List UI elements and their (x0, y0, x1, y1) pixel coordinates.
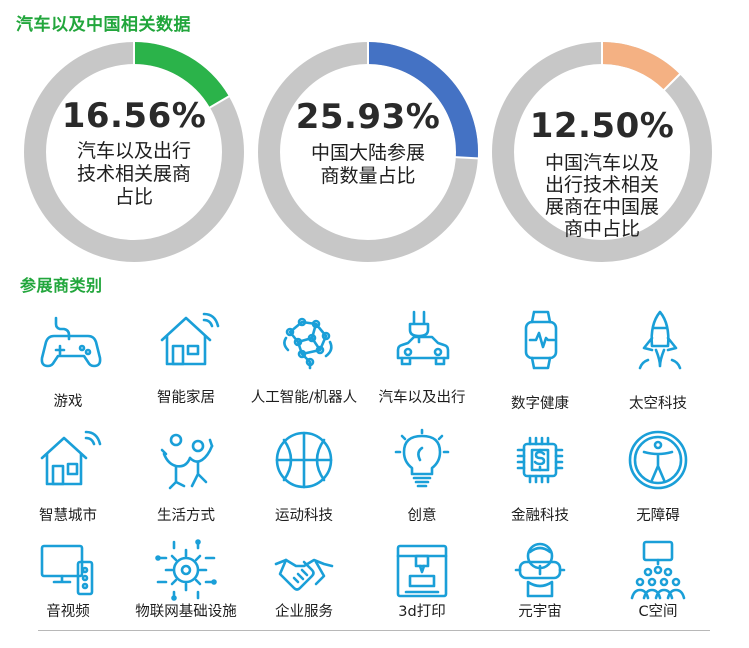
category-label: 汽车以及出行 (378, 390, 466, 406)
vr-headset-icon (514, 542, 566, 598)
donut-chart-mainland-share: 25.93% 中国大陆参展 商数量占比 (258, 42, 478, 262)
audio-video-icon (40, 544, 94, 596)
category-item: C空间 (596, 538, 720, 648)
donut-svg (24, 42, 244, 262)
fintech-chip-icon (516, 436, 564, 484)
lightbulb-icon (394, 428, 450, 488)
donut-value-segment (133, 42, 229, 108)
smart-home-icon (160, 312, 220, 366)
donut-value-label: 12.50% (529, 106, 675, 146)
donut-caption: 汽车以及出行 技术相关展商 占比 (64, 140, 204, 209)
donut-segment-separator (208, 94, 231, 109)
donut-svg (492, 42, 712, 262)
donut-caption: 中国汽车以及 出行技术相关 展商在中国展 商中占比 (534, 152, 670, 240)
category-item: 企业服务 (242, 538, 366, 648)
ai-brain-icon (283, 317, 333, 370)
category-item: 数字健康 (478, 308, 602, 418)
accessibility-icon (628, 430, 688, 490)
category-item: 生活方式 (124, 428, 248, 538)
category-label: 运动科技 (275, 508, 333, 524)
donut-caption: 中国大陆参展 商数量占比 (293, 142, 443, 188)
section-title-data: 汽车以及中国相关数据 (16, 15, 191, 35)
category-item: 游戏 (6, 308, 130, 418)
category-label: 智慧城市 (39, 508, 97, 524)
category-item: 智能家居 (124, 308, 248, 418)
category-item: 运动科技 (242, 428, 366, 538)
category-item: 人工智能/机器人 (242, 308, 366, 418)
c-space-audience-icon (630, 540, 686, 600)
category-label: 音视频 (46, 604, 90, 620)
category-item: 创意 (360, 428, 484, 538)
lifestyle-icon (160, 433, 214, 490)
category-item: 金融科技 (478, 428, 602, 538)
caption-line: 技术相关展商 (76, 163, 191, 185)
donut-chart-china-automotive-share: 12.50% 中国汽车以及 出行技术相关 展商在中国展 商中占比 (492, 42, 712, 262)
donut-value-label: 16.56% (61, 96, 207, 136)
caption-line: 占比 (114, 186, 153, 208)
category-item: 太空科技 (596, 308, 720, 418)
caption-line: 中国汽车以及 (544, 152, 659, 174)
category-label: C空间 (638, 604, 678, 620)
gamepad-icon (40, 316, 102, 368)
bottom-divider (38, 630, 710, 631)
caption-line: 展商在中国展 (544, 196, 659, 218)
basketball-icon (275, 431, 333, 489)
donut-value-segment (367, 42, 478, 159)
category-label: 3d打印 (398, 604, 446, 620)
category-label: 游戏 (53, 394, 83, 410)
donut-svg (258, 42, 478, 262)
caption-line: 中国大陆参展 (310, 142, 425, 164)
category-label: 元宇宙 (518, 604, 562, 620)
section-title-exhibitor-categories: 参展商类别 (20, 276, 103, 295)
category-label: 人工智能/机器人 (250, 390, 358, 406)
smartwatch-icon (524, 310, 558, 370)
category-label: 太空科技 (629, 396, 687, 412)
category-item: 汽车以及出行 (360, 308, 484, 418)
category-item: 智慧城市 (6, 428, 130, 538)
caption-line: 汽车以及出行 (76, 140, 191, 162)
category-label: 企业服务 (275, 604, 333, 620)
category-label: 生活方式 (157, 508, 215, 524)
caption-line: 出行技术相关 (544, 174, 659, 196)
3d-printer-icon (396, 544, 448, 598)
smart-city-icon (40, 430, 102, 486)
handshake-icon (274, 558, 334, 591)
category-item: 物联网基础设施 (124, 538, 248, 648)
category-item: 元宇宙 (478, 538, 602, 648)
donut-chart-automotive-share: 16.56% 汽车以及出行 技术相关展商 占比 (24, 42, 244, 262)
category-label: 智能家居 (157, 390, 215, 406)
category-item: 无障碍 (596, 428, 720, 538)
iot-gear-icon (155, 539, 217, 601)
donut-value-label: 25.93% (295, 97, 441, 137)
caption-line: 商中占比 (563, 218, 640, 240)
category-label: 无障碍 (636, 508, 680, 524)
category-item: 3d打印 (360, 538, 484, 648)
electric-car-icon (396, 310, 450, 366)
category-item: 音视频 (6, 538, 130, 648)
donut-segment-separator (454, 156, 478, 160)
category-label: 金融科技 (511, 508, 569, 524)
caption-line: 商数量占比 (320, 165, 416, 187)
category-label: 物联网基础设施 (135, 604, 237, 620)
donut-value-segment (601, 42, 680, 91)
rocket-icon (638, 310, 682, 370)
category-label: 数字健康 (511, 396, 569, 412)
category-label: 创意 (407, 508, 437, 524)
donut-segment-separator (662, 72, 682, 92)
